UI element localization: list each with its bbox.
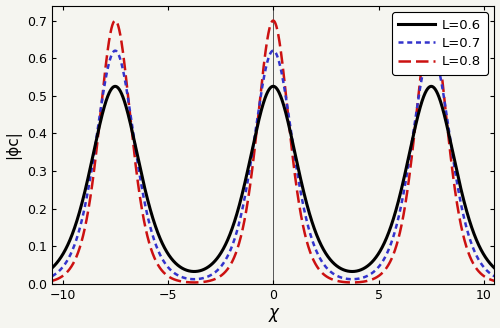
L=0.7: [218, 264, 224, 268]
L=0.6: [100, 112, 105, 116]
L=0.8: [126, 102, 132, 106]
L=0.8: [49, 279, 55, 283]
Line: L=0.8: L=0.8: [52, 21, 494, 282]
L=0.8: [112, 19, 118, 23]
L=0.6: [483, 256, 489, 260]
L=0.6: [238, 197, 244, 201]
L=0.8: [492, 279, 498, 283]
L=0.8: [100, 93, 105, 97]
L=0.7: [126, 101, 132, 105]
L=0.6: [219, 250, 225, 254]
L=0.6: [270, 84, 276, 88]
L=0.6: [49, 266, 55, 270]
L=0.8: [219, 273, 225, 277]
L=0.7: [349, 277, 355, 281]
Line: L=0.7: L=0.7: [52, 51, 494, 279]
Y-axis label: |ϕc|: |ϕc|: [6, 130, 22, 159]
L=0.8: [191, 280, 197, 284]
L=0.7: [270, 49, 276, 52]
L=0.7: [49, 274, 55, 278]
L=0.8: [436, 46, 442, 50]
L=0.6: [126, 114, 132, 118]
L=0.6: [492, 266, 498, 270]
L=0.6: [436, 93, 442, 97]
L=0.8: [483, 276, 489, 279]
L=0.7: [483, 268, 489, 272]
Line: L=0.6: L=0.6: [52, 86, 494, 272]
X-axis label: χ: χ: [268, 304, 278, 322]
L=0.7: [492, 274, 498, 278]
Legend: L=0.6, L=0.7, L=0.8: L=0.6, L=0.7, L=0.8: [392, 12, 488, 75]
L=0.6: [191, 270, 197, 274]
L=0.8: [238, 234, 244, 237]
L=0.7: [238, 214, 244, 218]
L=0.7: [436, 65, 442, 69]
L=0.7: [100, 96, 105, 100]
